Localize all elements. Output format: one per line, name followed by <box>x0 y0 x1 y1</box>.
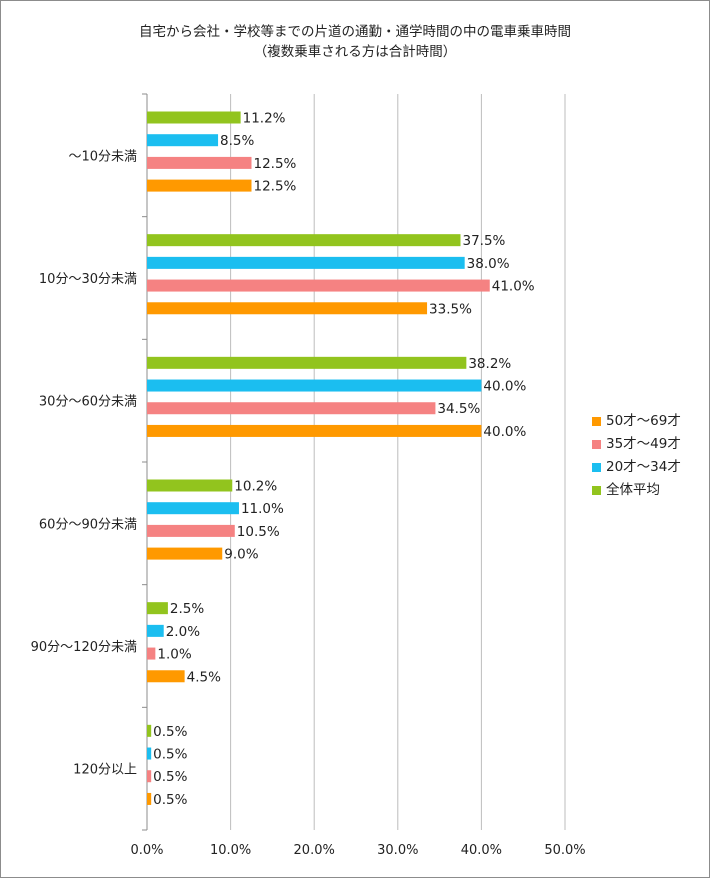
bar <box>147 402 436 415</box>
chart-legend: 50才～69才 35才～49才 20才～34才 全体平均 <box>592 410 681 502</box>
x-tick-label: 50.0% <box>544 843 585 858</box>
bar <box>147 502 239 515</box>
category-label: 90分～120分未満 <box>31 640 137 655</box>
bar <box>147 379 482 392</box>
bar <box>147 279 490 292</box>
bar <box>147 302 428 315</box>
data-label: 11.0% <box>241 501 284 517</box>
bar <box>147 134 219 147</box>
chart-subtitle: （複数乗車される方は合計時間） <box>253 44 457 60</box>
category-label: 30分～60分未満 <box>39 395 137 410</box>
data-label: 41.0% <box>492 279 535 295</box>
bar <box>147 647 156 660</box>
data-label: 8.5% <box>220 133 254 149</box>
bar <box>147 747 152 760</box>
data-label: 10.2% <box>234 479 277 495</box>
bar <box>147 156 252 169</box>
bar <box>147 547 223 560</box>
data-label: 1.0% <box>157 647 191 663</box>
data-label: 38.0% <box>467 256 510 272</box>
data-label: 33.5% <box>429 301 472 317</box>
category-label: 120分以上 <box>73 763 137 778</box>
bar <box>147 356 467 369</box>
data-label: 0.5% <box>153 747 187 763</box>
category-label: 60分～90分未満 <box>39 517 137 532</box>
chart-title: 自宅から会社・学校等までの片道の通勤・通学時間の中の電車乗車時間 <box>139 24 571 40</box>
legend-label: 20才～34才 <box>606 459 681 475</box>
bar <box>147 234 461 247</box>
data-label: 34.5% <box>437 401 480 417</box>
legend-label: 50才～69才 <box>606 413 681 429</box>
bar <box>147 111 241 124</box>
legend-swatch <box>592 486 601 495</box>
data-label: 10.5% <box>237 524 280 540</box>
x-tick-label: 40.0% <box>461 843 502 858</box>
bar <box>147 256 465 269</box>
data-label: 40.0% <box>483 379 526 395</box>
chart-title-block: 自宅から会社・学校等までの片道の通勤・通学時間の中の電車乗車時間 （複数乗車され… <box>0 22 710 62</box>
bar <box>147 724 152 737</box>
data-label: 0.5% <box>153 769 187 785</box>
legend-item: 20才～34才 <box>592 456 681 479</box>
x-tick-label: 20.0% <box>294 843 335 858</box>
bar <box>147 479 233 492</box>
category-label: 10分～30分未満 <box>39 272 137 287</box>
legend-label: 35才～49才 <box>606 436 681 452</box>
data-label: 2.0% <box>166 624 200 640</box>
data-label: 0.5% <box>153 792 187 808</box>
bar <box>147 770 152 783</box>
bar <box>147 424 482 437</box>
legend-swatch <box>592 463 601 472</box>
legend-swatch <box>592 440 601 449</box>
data-label: 12.5% <box>254 179 297 195</box>
x-tick-label: 30.0% <box>377 843 418 858</box>
x-tick-label: 10.0% <box>210 843 251 858</box>
bar <box>147 602 168 615</box>
legend-item: 35才～49才 <box>592 433 681 456</box>
bar <box>147 792 152 805</box>
category-label: ～10分未満 <box>68 149 137 164</box>
data-label: 2.5% <box>170 601 204 617</box>
data-label: 4.5% <box>187 669 221 685</box>
data-label: 0.5% <box>153 724 187 740</box>
bar <box>147 179 252 192</box>
data-label: 37.5% <box>463 233 506 249</box>
data-label: 9.0% <box>224 547 258 563</box>
bar <box>147 524 235 537</box>
legend-item: 50才～69才 <box>592 410 681 433</box>
x-tick-label: 0.0% <box>130 843 163 858</box>
data-label: 11.2% <box>243 111 286 127</box>
legend-label: 全体平均 <box>606 482 660 498</box>
bar <box>147 624 164 637</box>
bar <box>147 670 185 683</box>
legend-swatch <box>592 417 601 426</box>
data-label: 12.5% <box>254 156 297 172</box>
data-label: 40.0% <box>483 424 526 440</box>
data-label: 38.2% <box>468 356 511 372</box>
legend-item: 全体平均 <box>592 479 681 502</box>
